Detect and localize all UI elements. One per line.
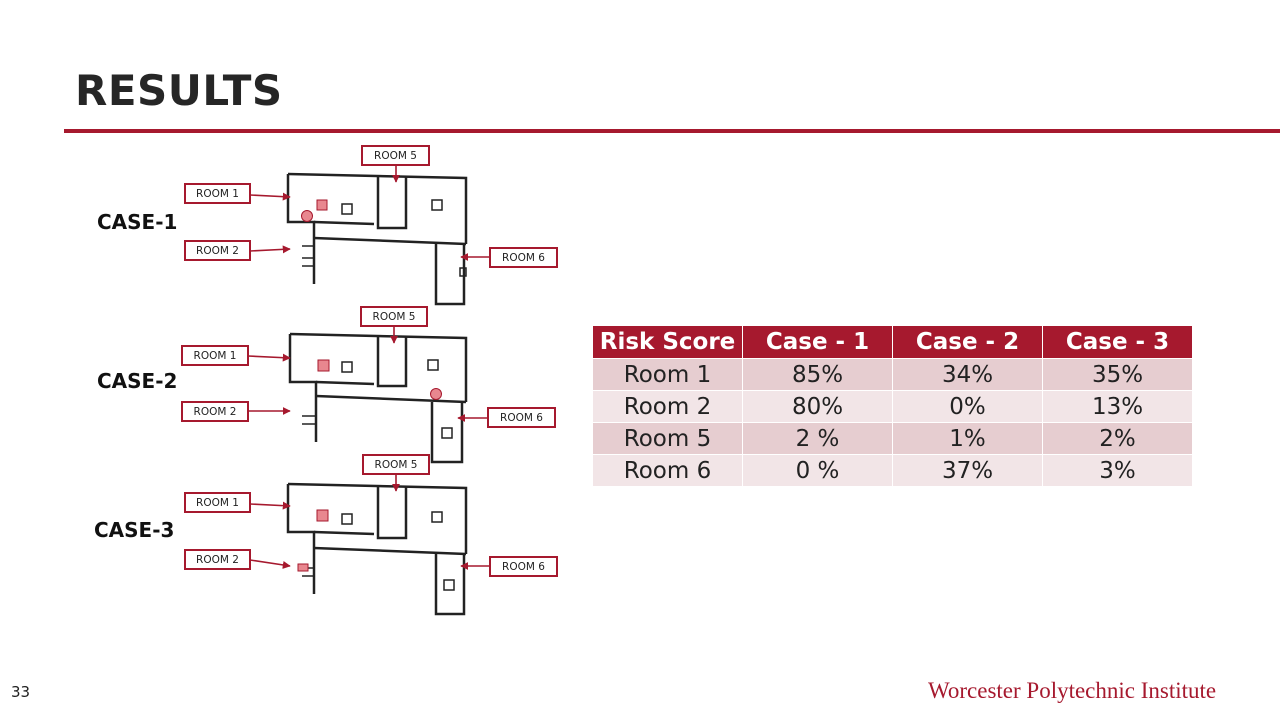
- table-cell: 34%: [892, 358, 1043, 391]
- header-case-1: Case - 1: [742, 325, 893, 359]
- case-1-label: CASE-1: [97, 210, 178, 234]
- table-row: Room 6 0 % 37% 3%: [592, 454, 1193, 487]
- callout-case1-room2: ROOM 2: [184, 240, 251, 261]
- table-cell: 85%: [742, 358, 893, 391]
- table-cell: 0 %: [742, 454, 893, 487]
- table-cell: 0%: [892, 390, 1043, 423]
- page-number: 33: [11, 683, 31, 701]
- table-cell: Room 2: [592, 390, 743, 423]
- slide-title: RESULTS: [75, 66, 283, 115]
- case-2-label: CASE-2: [97, 369, 178, 393]
- header-case-2: Case - 2: [892, 325, 1043, 359]
- callout-case2-room2: ROOM 2: [181, 401, 249, 422]
- table-header-row: Risk Score Case - 1 Case - 2 Case - 3: [592, 325, 1193, 359]
- table-cell: 37%: [892, 454, 1043, 487]
- callout-case2-room1: ROOM 1: [181, 345, 249, 366]
- floor-plan-case-1: [286, 172, 468, 306]
- callout-case2-room5: ROOM 5: [360, 306, 428, 327]
- table-row: Room 2 80% 0% 13%: [592, 390, 1193, 423]
- callout-case3-room1: ROOM 1: [184, 492, 251, 513]
- table-cell: 1%: [892, 422, 1043, 455]
- table-cell: Room 6: [592, 454, 743, 487]
- callout-case1-room1: ROOM 1: [184, 183, 251, 204]
- callout-case1-room6: ROOM 6: [489, 247, 558, 268]
- title-underline: [64, 129, 1280, 133]
- floor-plan-case-3: [286, 482, 468, 616]
- floor-plan-case-2: [288, 332, 468, 464]
- callout-case2-room6: ROOM 6: [487, 407, 556, 428]
- table-cell: 35%: [1042, 358, 1193, 391]
- header-risk-score: Risk Score: [592, 325, 743, 359]
- table-cell: 80%: [742, 390, 893, 423]
- table-row: Room 1 85% 34% 35%: [592, 358, 1193, 391]
- callout-case3-room5: ROOM 5: [362, 454, 430, 475]
- table-cell: 13%: [1042, 390, 1193, 423]
- risk-score-table: Risk Score Case - 1 Case - 2 Case - 3 Ro…: [592, 325, 1193, 487]
- table-cell: 3%: [1042, 454, 1193, 487]
- table-row: Room 5 2 % 1% 2%: [592, 422, 1193, 455]
- table-cell: Room 1: [592, 358, 743, 391]
- header-case-3: Case - 3: [1042, 325, 1193, 359]
- table-cell: 2%: [1042, 422, 1193, 455]
- case-3-label: CASE-3: [94, 518, 175, 542]
- callout-case3-room2: ROOM 2: [184, 549, 251, 570]
- callout-case1-room5: ROOM 5: [361, 145, 430, 166]
- footer-institution-name: Worcester Polytechnic Institute: [928, 678, 1217, 703]
- table-cell: Room 5: [592, 422, 743, 455]
- callout-case3-room6: ROOM 6: [489, 556, 558, 577]
- table-cell: 2 %: [742, 422, 893, 455]
